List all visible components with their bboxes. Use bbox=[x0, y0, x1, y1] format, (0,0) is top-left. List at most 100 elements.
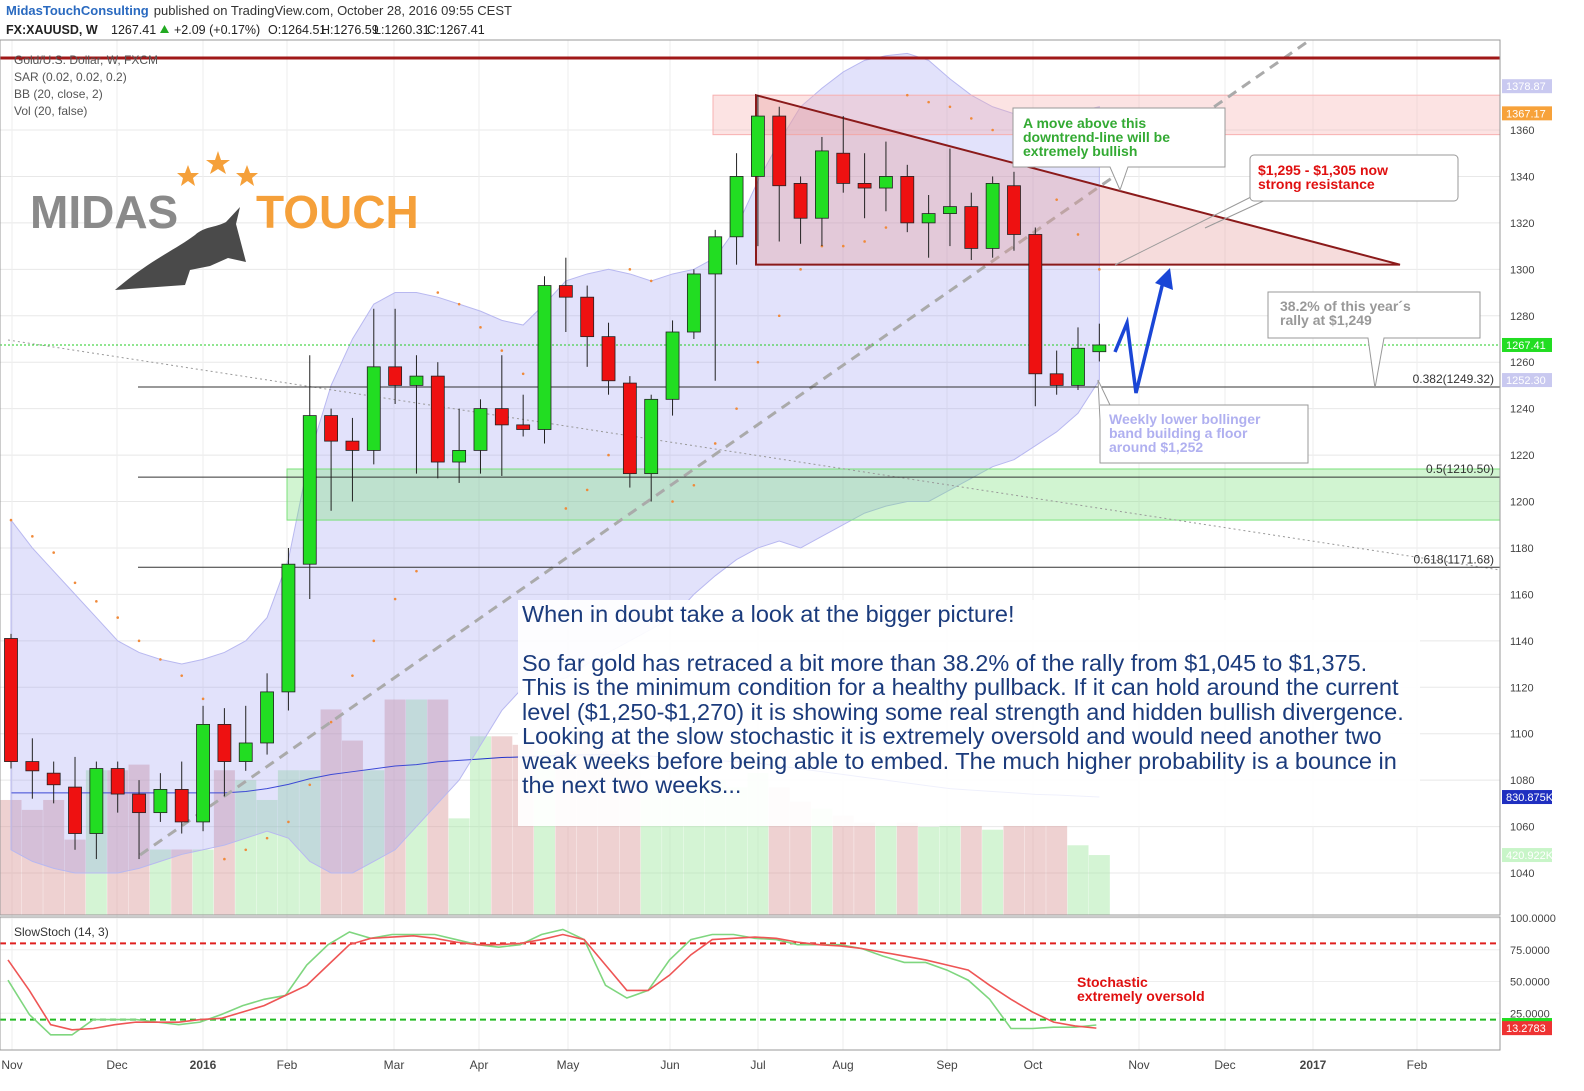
price-label-box bbox=[1502, 848, 1552, 863]
x-tick-label: Apr bbox=[470, 1058, 489, 1072]
y-tick-label: 1040 bbox=[1510, 868, 1534, 880]
axes: 1040 1060 1080 1100 1120 1140 1160 1180 1200 1220… bbox=[1, 79, 1556, 1072]
stoch-line bbox=[7, 933, 1097, 1031]
candle-body bbox=[815, 150, 829, 219]
x-tick-label: Mar bbox=[384, 1058, 405, 1072]
volume-bar bbox=[341, 740, 363, 915]
sar-dot bbox=[308, 783, 312, 787]
stoch-title: SlowStoch (14, 3) bbox=[14, 925, 109, 939]
sar-dot bbox=[137, 639, 141, 643]
annotation-bollinger: Weekly lower bollinger band building a f… bbox=[1097, 379, 1309, 464]
y-tick-label: 1180 bbox=[1510, 543, 1534, 555]
volume-bar bbox=[1067, 845, 1089, 915]
price-label-box bbox=[1502, 337, 1552, 352]
callout bbox=[1097, 379, 1309, 464]
candle-body bbox=[46, 772, 61, 786]
candle-body bbox=[494, 408, 509, 426]
candle-body bbox=[238, 742, 253, 762]
y-tick-label: 1340 bbox=[1510, 171, 1534, 183]
y-tick-label: 1240 bbox=[1510, 404, 1534, 416]
sar-dot bbox=[1098, 268, 1101, 271]
sar-dot bbox=[244, 848, 248, 852]
stoch-pane bbox=[0, 928, 1500, 1036]
candle-body bbox=[601, 336, 616, 382]
arrow-head bbox=[1155, 268, 1173, 290]
candle-body bbox=[388, 366, 403, 386]
y-tick-label: 1220 bbox=[1510, 450, 1534, 462]
fib-label: 0.618(1171.68) bbox=[1413, 552, 1494, 566]
star bbox=[177, 165, 199, 186]
y-tick-label: 1080 bbox=[1510, 775, 1534, 787]
paragraph: So far gold has retraced a bit more than… bbox=[522, 649, 1404, 725]
candle-body bbox=[366, 366, 381, 451]
logo-right: TOUCH bbox=[256, 186, 419, 238]
sar-dot bbox=[436, 291, 440, 294]
sar-dot bbox=[799, 268, 802, 271]
grid bbox=[0, 40, 1500, 1050]
candle-body bbox=[665, 331, 680, 400]
candle-body bbox=[409, 375, 424, 386]
volume-bar bbox=[405, 699, 427, 915]
sar-dot bbox=[692, 483, 696, 487]
volume-bar bbox=[235, 780, 257, 915]
x-tick-label: Nov bbox=[1, 1058, 22, 1072]
sar-dot bbox=[9, 518, 13, 522]
fib-label: 0.382(1249.32) bbox=[1413, 372, 1494, 386]
x-tick-label: Sep bbox=[936, 1058, 958, 1072]
up-arrow bbox=[160, 25, 169, 33]
annotation-line: Stochastic bbox=[1077, 974, 1148, 990]
volume-bar bbox=[1088, 855, 1110, 915]
y-tick-label: 1120 bbox=[1510, 682, 1534, 694]
annotation-line: downtrend-line will be bbox=[1023, 129, 1170, 145]
sar-dot bbox=[607, 453, 610, 457]
x-tick-label: Jun bbox=[660, 1058, 679, 1072]
candle-body bbox=[985, 183, 1000, 249]
sar-dot bbox=[52, 551, 55, 554]
sar-dot bbox=[735, 407, 738, 410]
sar-dot bbox=[756, 360, 760, 364]
price-label: 830.875K bbox=[1506, 792, 1554, 804]
volume-bar bbox=[854, 822, 876, 915]
y-tick-label: 1060 bbox=[1510, 822, 1534, 834]
candle-body bbox=[751, 115, 765, 177]
pointer bbox=[1114, 194, 1256, 266]
x-tick-label: Dec bbox=[106, 1058, 127, 1072]
logo-left: MIDAS bbox=[30, 186, 178, 238]
price-label-box bbox=[1502, 790, 1552, 805]
candle-body bbox=[686, 273, 701, 333]
volume-bar bbox=[43, 799, 65, 915]
y-tick-label: 1360 bbox=[1510, 125, 1534, 137]
x-tick-label: 2016 bbox=[190, 1058, 217, 1072]
author: MidasTouchConsulting bbox=[6, 3, 149, 18]
price-label: 1367.17 bbox=[1506, 108, 1546, 120]
x-tick-label: Feb bbox=[277, 1058, 298, 1072]
ohlc-value: L:1260.31 bbox=[374, 23, 430, 37]
sar-dot bbox=[777, 314, 781, 318]
y-tick-label: 75.0000 bbox=[1510, 945, 1550, 957]
logo-hand bbox=[115, 207, 246, 290]
price-label: 1252.30 bbox=[1506, 375, 1546, 387]
sar-dot bbox=[991, 128, 994, 132]
callout bbox=[1249, 154, 1459, 202]
triangle bbox=[755, 93, 1401, 266]
candle-body bbox=[1007, 185, 1021, 235]
price-label-box bbox=[1502, 79, 1552, 94]
indicator-label: BB (20, close, 2) bbox=[14, 87, 103, 101]
symbol: FX:XAUUSD, W bbox=[6, 23, 98, 37]
indicator-label: Vol (20, false) bbox=[14, 104, 87, 118]
candle-body bbox=[217, 724, 232, 762]
sar-dot bbox=[863, 240, 866, 243]
change: +2.09 (+0.17%) bbox=[174, 23, 260, 37]
candle-body bbox=[473, 408, 488, 451]
candle-body bbox=[153, 789, 168, 814]
sar-dot bbox=[479, 326, 482, 329]
sar-dot bbox=[970, 117, 973, 120]
sar-dot bbox=[500, 349, 504, 352]
sar-dot bbox=[564, 507, 568, 510]
price-label: 13.2783 bbox=[1506, 1023, 1546, 1035]
text-box: When in doubt take a look at the bigger … bbox=[518, 600, 1420, 826]
x-tick-label: Nov bbox=[1128, 1058, 1149, 1072]
sar-dot bbox=[73, 581, 77, 585]
candle-body bbox=[921, 213, 936, 224]
volume-bar bbox=[21, 809, 43, 915]
